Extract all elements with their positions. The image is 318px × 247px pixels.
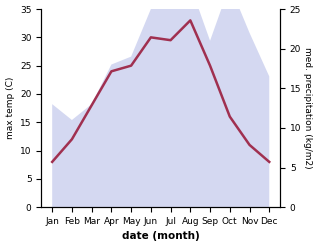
X-axis label: date (month): date (month) xyxy=(122,231,200,242)
Y-axis label: med. precipitation (kg/m2): med. precipitation (kg/m2) xyxy=(303,47,313,169)
Y-axis label: max temp (C): max temp (C) xyxy=(5,77,15,139)
